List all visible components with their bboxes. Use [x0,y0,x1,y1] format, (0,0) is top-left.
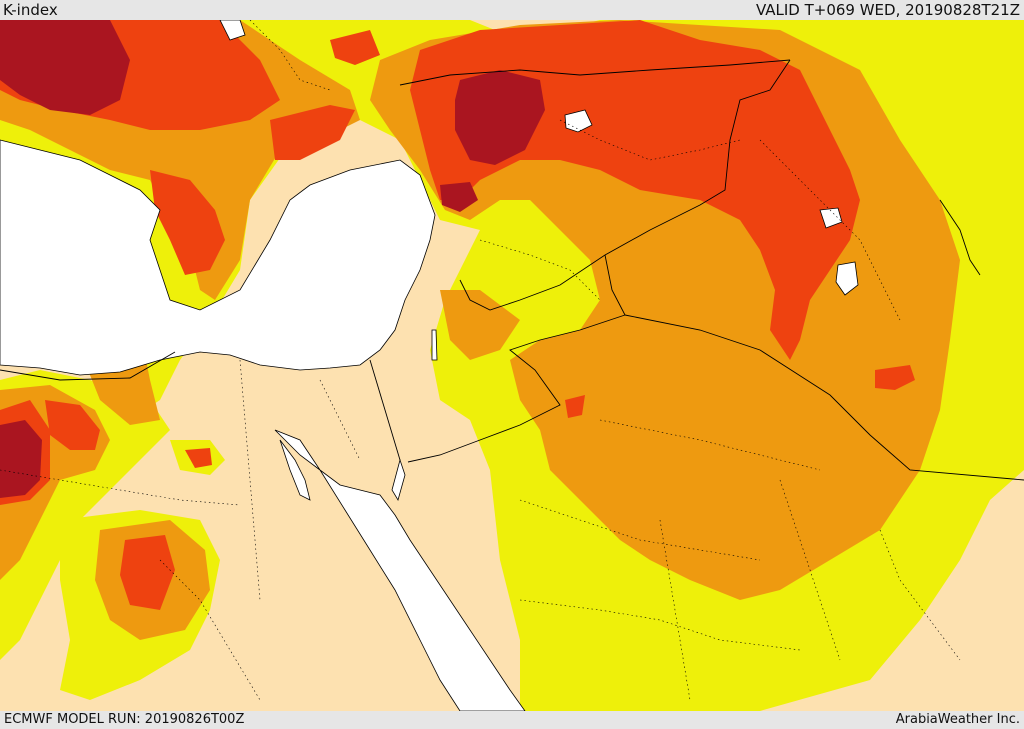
model-run-label: ECMWF MODEL RUN: 20190826T00Z [4,712,245,727]
lake-van [564,109,593,133]
header-bar: K-index VALID T+069 WED, 20190828T21Z [0,0,1024,20]
gulf-of-suez [279,439,311,501]
dead-sea [431,329,438,361]
valid-time: VALID T+069 WED, 20190828T21Z [755,1,1020,19]
k-index-map [0,20,1024,711]
map-title: K-index [3,1,58,19]
credit-label: ArabiaWeather Inc. [895,712,1020,727]
provincial-boundaries [0,20,961,701]
lake-habbaniyah [835,261,859,296]
mediterranean-sea [0,139,436,376]
red-sea [274,429,526,711]
seas [0,20,859,711]
black-sea-fragment [219,20,246,41]
footer-bar: ECMWF MODEL RUN: 20190826T00Z ArabiaWeat… [0,711,1024,729]
lake-tharthar [819,207,843,229]
gulf-of-aqaba [391,458,406,502]
k-very-high-field [0,20,545,498]
country-borders [0,59,1024,481]
